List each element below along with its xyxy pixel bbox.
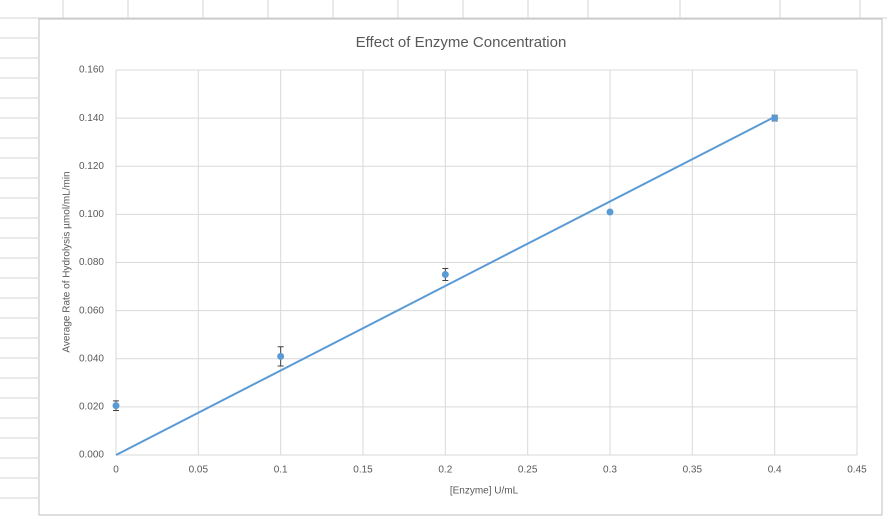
data-point [112,402,120,410]
x-tick-label: 0.35 [683,465,703,476]
x-tick-label: 0.3 [603,465,617,476]
y-tick-label: 0.040 [79,353,104,364]
x-tick-label: 0.05 [189,465,209,476]
x-tick-label: 0.4 [768,465,782,476]
data-point [441,271,449,279]
y-tick-label: 0.120 [79,161,104,172]
x-tick-label: 0.25 [518,465,538,476]
y-tick-label: 0.020 [79,402,104,413]
data-point [277,352,285,360]
y-tick-label: 0.140 [79,113,104,124]
data-point [606,208,614,216]
x-tick-label: 0.15 [353,465,373,476]
y-tick-label: 0.000 [79,450,104,461]
chart-frame[interactable] [38,18,883,516]
y-tick-label: 0.060 [79,305,104,316]
trendline [115,116,776,456]
x-tick-label: 0.1 [274,465,288,476]
spreadsheet-grid [0,0,887,499]
y-tick-label: 0.160 [79,65,104,76]
x-tick-label: 0.45 [847,465,867,476]
chart-title: Effect of Enzyme Concentration [356,34,567,51]
x-tick-label: 0 [113,465,119,476]
y-axis-label: Average Rate of Hydrolysis µmol/mL/min [62,171,73,352]
y-tick-label: 0.100 [79,209,104,220]
x-axis-label: [Enzyme] U/mL [450,486,519,497]
y-tick-label: 0.080 [79,257,104,268]
x-tick-label: 0.2 [438,465,452,476]
data-point [771,114,779,122]
